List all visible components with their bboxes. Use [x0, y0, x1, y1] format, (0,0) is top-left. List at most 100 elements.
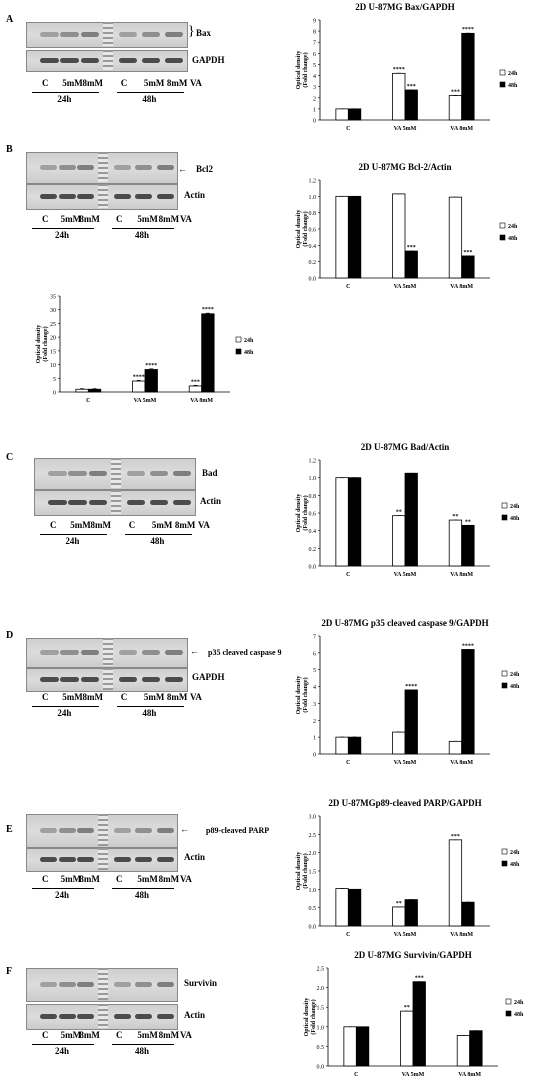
marker-ladder — [102, 638, 113, 666]
blot-band — [156, 165, 174, 170]
significance-label: ** — [465, 519, 471, 525]
treatment-label: VA — [180, 214, 192, 224]
y-tick-label: 0 — [313, 119, 316, 125]
bar-48h-va-8mm — [461, 255, 475, 279]
significance-label: *** — [451, 834, 460, 840]
y-tick-label: 5 — [53, 377, 56, 383]
y-tick-label: 7 — [313, 635, 316, 641]
legend-swatch — [505, 998, 512, 1005]
blot-band — [77, 982, 95, 987]
bar-24h-c — [335, 477, 349, 567]
bar-48h-c — [355, 1026, 370, 1067]
bar-chart-survivin-gapdh: 2D U-87MG Survivin/GAPDH 0.0 0.5 1.0 1.5 2.0 2… — [304, 950, 524, 1078]
x-tick-label: VA 8mM — [450, 760, 473, 766]
bar-48h-va-5mm — [404, 89, 418, 121]
western-blot-a: Bax } GAPDH C 5mM 8mM C 5mM 8mM VA 24h 48h — [0, 0, 240, 140]
y-tick-label: 0.2 — [309, 260, 317, 266]
lane-label: 8mM — [79, 214, 100, 224]
bar-48h-va-5mm — [404, 689, 418, 755]
blot-band — [135, 857, 153, 862]
western-blot-c: Bad Actin C 5mM 8mM C 5mM 8mM VA 24h 48h — [0, 430, 240, 580]
lane-label: C — [116, 874, 123, 884]
lane-label: 8mM — [79, 1030, 100, 1040]
legend-swatch — [235, 348, 242, 355]
lane-label: 8mM — [82, 78, 104, 88]
y-tick-label: 10 — [50, 363, 56, 369]
blot-band — [114, 165, 132, 170]
lane-label: 5mM — [62, 78, 83, 88]
lane-label: 5mM — [143, 692, 165, 702]
bar-48h-va-8mm — [461, 649, 475, 755]
blot-band — [126, 500, 146, 505]
significance-label: ** — [396, 901, 402, 907]
blot-band — [77, 194, 95, 199]
legend-label: 24h — [510, 504, 520, 510]
x-tick-label: VA 5mM — [134, 398, 157, 404]
legend-swatch — [501, 682, 508, 689]
lane-label: C — [116, 1030, 123, 1040]
blot-band — [164, 58, 184, 63]
panel-letter: D — [6, 630, 14, 641]
significance-label: *** — [415, 976, 424, 982]
marker-ladder — [110, 458, 121, 488]
time-group-line — [32, 888, 94, 889]
legend-swatch — [501, 502, 508, 509]
legend-label: 48h — [510, 516, 520, 522]
lane-label: C — [42, 692, 49, 702]
bar-24h-c — [335, 108, 349, 121]
arrow-icon: ← — [190, 646, 199, 656]
blot-band — [164, 677, 184, 682]
blot-band — [40, 1014, 58, 1019]
bar-48h-va-8mm — [461, 32, 475, 121]
bar-24h-va-5mm — [392, 72, 406, 121]
blot-band — [40, 650, 59, 655]
y-tick-label: 1.0 — [309, 476, 317, 482]
blot-band — [80, 677, 100, 682]
marker-ladder — [98, 1004, 108, 1028]
blot-band — [68, 500, 87, 505]
y-axis-label: Optical density(Fold change) — [296, 210, 309, 249]
blot-band — [80, 650, 100, 655]
lane-label: 5mM — [137, 874, 158, 884]
y-tick-label: 0.8 — [309, 494, 317, 500]
panel-letter: A — [6, 14, 14, 25]
lane-label: 8mM — [166, 78, 188, 88]
bar-48h-va-8mm — [461, 901, 475, 927]
bar-24h-c — [75, 388, 89, 393]
blot-band — [60, 58, 79, 63]
blot-band — [114, 828, 132, 833]
y-tick-label: 8 — [313, 30, 316, 36]
blot-band — [40, 828, 58, 833]
lane-label: C — [42, 1030, 49, 1040]
y-tick-label: 1.5 — [309, 870, 317, 876]
bar-24h-va-8mm — [456, 1035, 471, 1067]
western-blot-b: Bcl2 ← Actin C 5mM 8mM C 5mM 8mM VA 24h 48h — [0, 140, 240, 290]
bar-24h-va-5mm — [392, 193, 406, 279]
blot-band — [60, 32, 79, 37]
time-group-line — [112, 1044, 174, 1045]
y-tick-label: 2.0 — [317, 986, 325, 992]
blot-band — [77, 857, 95, 862]
bar-chart-bax-bcl2: 2D U-87MG Bax/Bcl-205101520253035Optical… — [36, 295, 254, 405]
y-tick-label: 6 — [313, 52, 316, 58]
lane-label: 5mM — [60, 1030, 82, 1040]
significance-label: ** — [404, 1005, 410, 1011]
lane-label: 5mM — [143, 78, 165, 88]
x-tick-label: VA 8mM — [450, 932, 473, 938]
panel-letter: F — [6, 966, 13, 977]
significance-label: *** — [191, 379, 200, 385]
bar-48h-va-5mm — [404, 899, 418, 927]
x-tick-label: VA 8mM — [450, 126, 473, 132]
bar-48h-c — [347, 108, 362, 121]
lane-label: 8mM — [158, 1030, 180, 1040]
bar-chart-bcl2-actin: 2D U-87MG Bcl-2/Actin 0.0 0.2 0.4 0.6 0.8 1.0 1… — [296, 162, 518, 290]
blot-band — [58, 1014, 76, 1019]
significance-label: *** — [407, 245, 416, 251]
lane-label: 8mM — [158, 874, 180, 884]
panel-d: D p35 cleaved caspase 9 ← GAPDH C 5mM 8mM C… — [0, 600, 550, 770]
blot-band — [40, 857, 58, 862]
bar-48h-va-8mm — [201, 313, 215, 393]
treatment-label: VA — [180, 874, 192, 884]
lane-label: C — [120, 692, 128, 702]
legend-swatch — [501, 860, 508, 867]
